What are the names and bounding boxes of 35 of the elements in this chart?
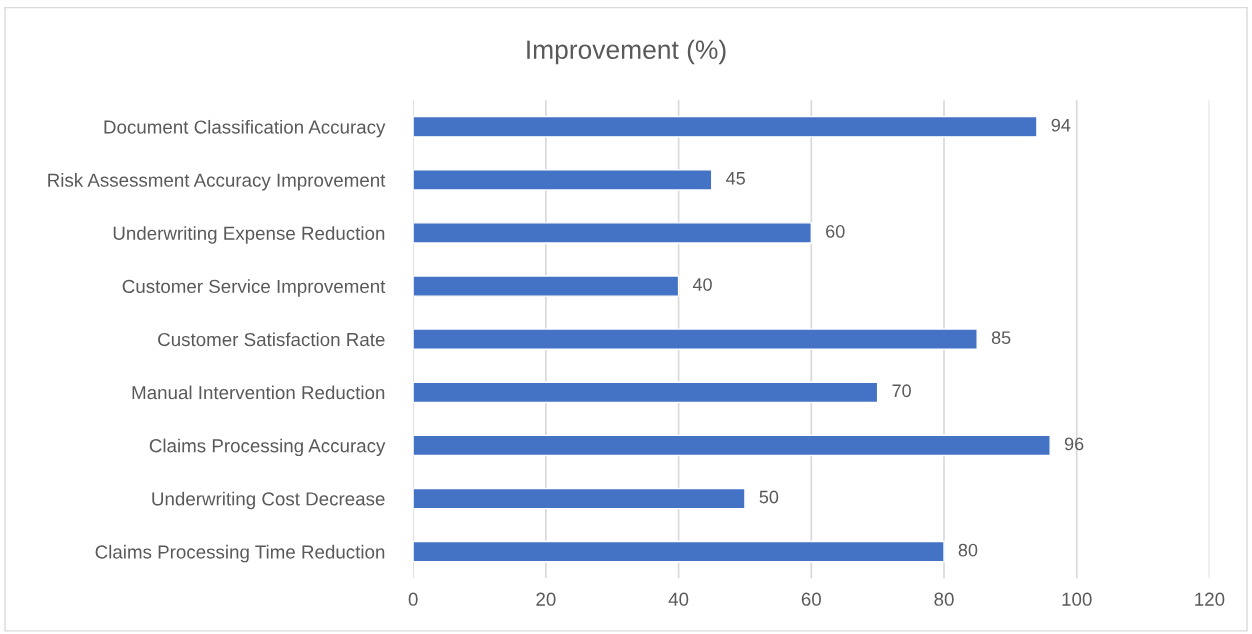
y-tick-label: Risk Assessment Accuracy Improvement xyxy=(48,173,386,191)
chart-title: Improvement (%) xyxy=(527,39,726,65)
data-label: 80 xyxy=(958,543,978,557)
bar xyxy=(413,328,978,350)
y-tick-label: Underwriting Cost Decrease xyxy=(152,491,385,510)
data-label: 70 xyxy=(892,384,911,398)
data-label: 60 xyxy=(826,225,845,238)
data-label: 45 xyxy=(726,172,745,185)
bar xyxy=(413,115,1038,138)
y-tick-label: Customer Service Improvement xyxy=(122,279,386,297)
data-label: 85 xyxy=(991,331,1011,345)
y-tick-label: Claims Processing Accuracy xyxy=(149,438,386,457)
x-tick-label: 120 xyxy=(1195,592,1225,606)
x-tick-label: 80 xyxy=(934,592,954,606)
bar xyxy=(413,540,945,563)
x-tick-label: 100 xyxy=(1062,592,1092,606)
x-tick-label: 20 xyxy=(536,592,556,606)
y-tick-label: Underwriting Expense Reduction xyxy=(113,226,385,244)
x-tick-label: 0 xyxy=(408,592,418,606)
data-label: 40 xyxy=(692,278,712,291)
data-label: 96 xyxy=(1064,437,1084,451)
bar xyxy=(413,434,1051,457)
bar xyxy=(413,169,713,191)
data-label: 94 xyxy=(1051,118,1071,132)
y-tick-label: Manual Intervention Reduction xyxy=(132,385,385,400)
data-label: 50 xyxy=(759,490,779,504)
bar xyxy=(413,381,879,404)
bar xyxy=(413,487,746,510)
x-tick-label: 60 xyxy=(801,592,821,606)
y-tick-label: Claims Processing Time Reduction xyxy=(95,544,385,563)
y-tick-label: Customer Satisfaction Rate xyxy=(158,332,385,347)
bar xyxy=(413,222,812,244)
x-tick-label: 40 xyxy=(668,592,689,606)
y-tick-label: Document Classification Accuracy xyxy=(104,119,386,138)
bar xyxy=(413,275,680,297)
